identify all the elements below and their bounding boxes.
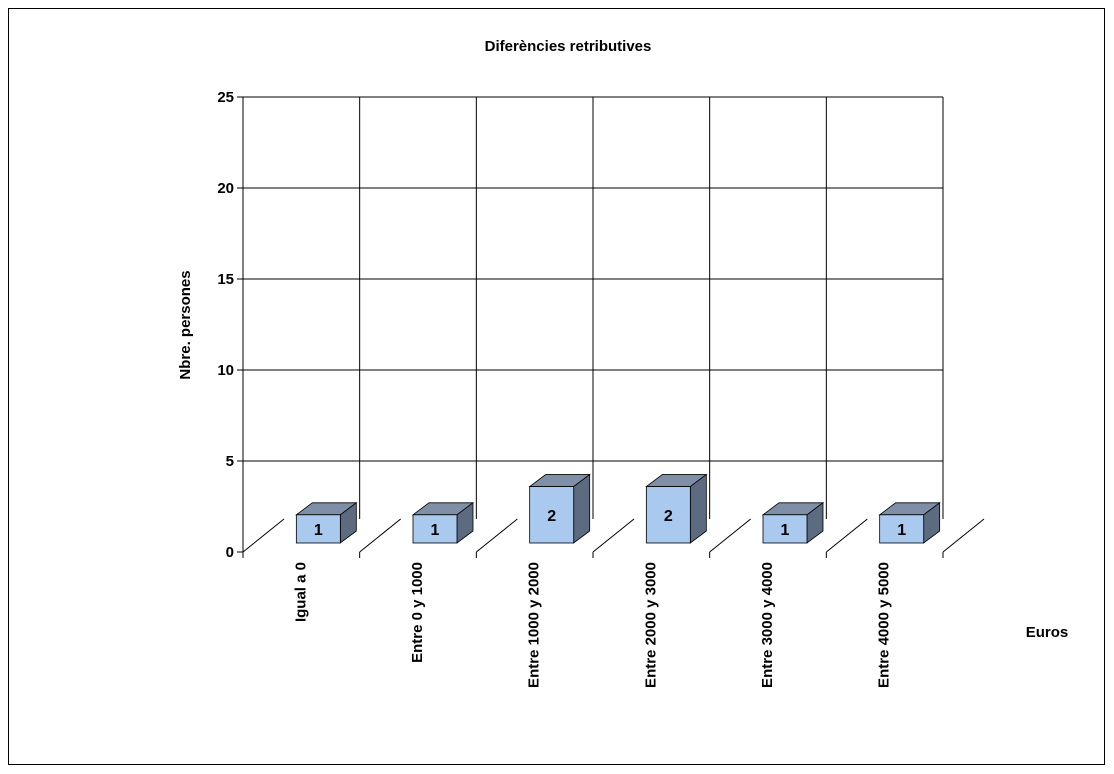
- y-axis-label: Nbre. persones: [177, 270, 194, 379]
- floor-gridline: [942, 518, 985, 553]
- x-tick-labels: Igual a 0 Entre 0 y 1000 Entre 1000 y 2000…: [292, 562, 892, 688]
- chart-title: Diferències retributives: [485, 38, 652, 55]
- x-tick-label: Entre 2000 y 3000: [642, 562, 659, 688]
- bars: 1 1 2 2 1 1: [295, 473, 941, 544]
- bar-value-label: 1: [897, 522, 906, 539]
- x-tick-label: Entre 0 y 1000: [409, 562, 426, 663]
- bar-value-label: 2: [547, 508, 556, 525]
- bar-front: [412, 514, 458, 544]
- bar: 2: [645, 473, 708, 544]
- bar-front: [295, 514, 341, 544]
- chart-frame: [8, 8, 1105, 765]
- x-tick-label: Igual a 0: [292, 562, 309, 622]
- floor-gridline: [592, 518, 635, 553]
- gridlines: [242, 96, 985, 553]
- bar-value-label: 1: [781, 522, 790, 539]
- bar-value-label: 2: [664, 508, 673, 525]
- x-tick-label: Entre 3000 y 4000: [759, 562, 776, 688]
- floor-gridline: [359, 518, 401, 553]
- bar: 1: [878, 501, 941, 544]
- y-tick-label: 5: [226, 453, 234, 470]
- floor-gridline: [709, 518, 751, 553]
- bar-side: [689, 473, 707, 544]
- bar-front: [529, 486, 575, 544]
- bar: 1: [295, 501, 358, 544]
- x-tick-label: Entre 4000 y 5000: [876, 562, 893, 688]
- floor-gridline: [242, 518, 285, 553]
- y-tick-label: 20: [217, 180, 234, 197]
- y-tick-label: 0: [226, 544, 234, 561]
- floor-gridline: [826, 518, 868, 553]
- y-tick-labels: 0 5 10 15 20 25: [217, 89, 234, 561]
- bar-front: [645, 486, 691, 544]
- y-tick-label: 10: [217, 362, 234, 379]
- axes: [237, 96, 944, 558]
- bar: 2: [528, 473, 591, 544]
- y-tick-label: 15: [217, 271, 234, 288]
- x-axis-label: Euros: [1026, 624, 1069, 641]
- bar: 1: [411, 501, 475, 544]
- floor-gridline: [476, 518, 518, 553]
- bar: 1: [761, 501, 825, 544]
- y-tick-label: 25: [217, 89, 234, 106]
- bar-value-label: 1: [431, 522, 440, 539]
- bar-value-label: 1: [314, 522, 323, 539]
- bar-side: [573, 473, 591, 544]
- bar-front: [879, 514, 925, 544]
- bar-front: [762, 514, 808, 544]
- x-tick-label: Entre 1000 y 2000: [526, 562, 543, 688]
